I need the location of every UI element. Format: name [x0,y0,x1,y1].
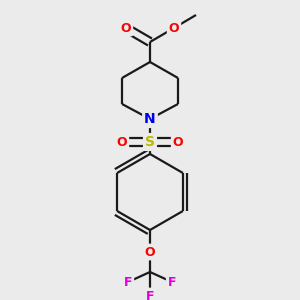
Text: S: S [145,135,155,149]
Text: N: N [144,112,156,126]
Text: F: F [168,275,176,289]
Text: O: O [145,245,155,259]
Text: O: O [169,22,179,34]
Text: O: O [173,136,183,148]
Text: F: F [146,290,154,300]
Text: O: O [117,136,127,148]
Text: O: O [121,22,131,34]
Text: F: F [124,275,132,289]
